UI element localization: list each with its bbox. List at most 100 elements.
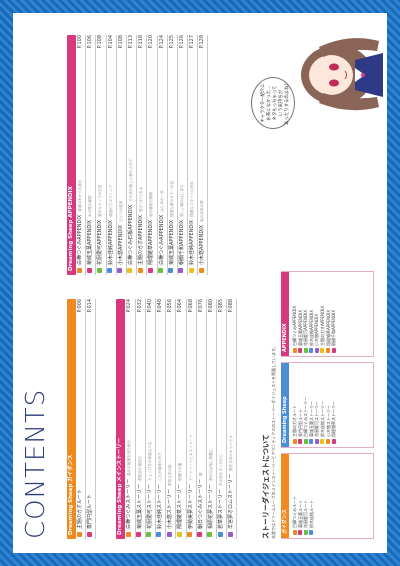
row-marker-icon bbox=[125, 532, 131, 537]
toc-row-subtitle: 偶然のウエディング bbox=[108, 184, 113, 217]
row-marker-icon bbox=[168, 268, 174, 273]
toc-row-label: 主題のガオルート bbox=[77, 488, 83, 529]
toc-row-page: P.080 bbox=[207, 299, 214, 313]
toc-row-label: 翔理雑草APPENDIX bbox=[148, 219, 155, 265]
toc-row: 菊城玉葉APPENDIX 穏健な夏のサマーの話 P.125 bbox=[167, 35, 178, 275]
toc-row: 鈴木佳純APPENDIX 偶然のウエディング P.104 bbox=[106, 35, 117, 275]
toc-row-subtitle: 新しい朝のはじまり bbox=[179, 184, 184, 217]
toc-row-subtitle: 惹きつけられる bbox=[139, 186, 144, 212]
toc-row-page: P.126 bbox=[178, 35, 185, 49]
digest-item-label: 小木悠ストーリー bbox=[325, 405, 331, 437]
toc-row-subtitle: 私の秘密の関係 bbox=[149, 191, 154, 217]
toc-row: 菊城玉葉ストーリー 遊牧民の道続き P.032 bbox=[135, 299, 146, 539]
toc-row-subtitle: はじめの一歩 bbox=[159, 190, 164, 212]
row-marker-icon bbox=[127, 268, 133, 273]
digest-item-marker-icon bbox=[298, 530, 303, 535]
toc-row-page: P.032 bbox=[136, 299, 143, 313]
row-marker-icon bbox=[188, 268, 194, 273]
digest-item-marker-icon bbox=[314, 439, 319, 444]
digest-item-label: 花厨愛可APPENDIX bbox=[303, 309, 309, 346]
digest-item-marker-icon bbox=[320, 439, 325, 444]
digest-item-label: 翔理雑草APPENDIX bbox=[325, 309, 331, 346]
toc-row-label: 主題のガオAPPENDIX bbox=[138, 214, 145, 265]
digest-box: Dreaming Sheep 主題のガオルート 専門円型ルート 白樺つぐみストーリー菊… bbox=[281, 362, 374, 448]
toc-row-page: P.106 bbox=[87, 35, 94, 49]
rotated-content: CONTENTS Dreaming Sheep ガイダンス 主題のガオルート P.… bbox=[13, 13, 387, 553]
digest-item-label: 花厨愛可ルート bbox=[303, 500, 309, 528]
page-title: CONTENTS bbox=[21, 388, 51, 539]
digest-item-marker-icon bbox=[292, 530, 297, 535]
digest-item-label: 花厨愛可ストーリー bbox=[314, 401, 320, 437]
digest-item-label: 主題のガオAPPENDIX bbox=[319, 305, 325, 346]
toc-row-label: 白樺つぐみAPPENDIX bbox=[158, 214, 165, 265]
toc-row: 小木悠ストーリー 夢見る羊の夜 P.056 bbox=[166, 299, 177, 539]
row-marker-icon bbox=[156, 532, 162, 537]
toc-row-label: 翔理雑草ストーリー bbox=[177, 483, 184, 529]
toc-row-subtitle: その先の新しい夢のカタチ bbox=[128, 158, 133, 202]
digest-item-marker-icon bbox=[326, 348, 331, 353]
toc-row-subtitle: 穏健なスタートの別れ bbox=[190, 180, 195, 217]
toc-row-label: 鈴木佳純ストーリー bbox=[156, 483, 163, 529]
toc-row: 朝日つぐみストーリー 夢 P.076 bbox=[196, 299, 207, 539]
row-marker-icon bbox=[86, 532, 92, 537]
row-marker-icon bbox=[96, 268, 102, 273]
digest-item-label: 翔理雑草ストーリー bbox=[331, 401, 337, 437]
toc-row: 小木悠APPENDIX ひとつの結末 P.108 bbox=[116, 35, 127, 275]
row-marker-icon bbox=[147, 268, 153, 273]
toc-row-page: P.124 bbox=[158, 35, 165, 49]
digest-item-marker-icon bbox=[309, 348, 314, 353]
toc-row: 花厨愛可APPENDIX 夏のキャンプのお話 P.108 bbox=[96, 35, 107, 275]
toc-row: 鈴木佳純ストーリー これが運命の行方 P.048 bbox=[155, 299, 167, 539]
digest-item-marker-icon bbox=[298, 439, 303, 444]
row-marker-icon bbox=[176, 532, 182, 537]
digest-item-label: 鈴木佳純ルート bbox=[308, 500, 314, 528]
digest-item-marker-icon bbox=[292, 439, 297, 444]
digest-item-marker-icon bbox=[298, 348, 303, 353]
toc-row-subtitle: 私の未来の夢 bbox=[200, 200, 205, 222]
digest-item-marker-icon bbox=[331, 439, 336, 444]
toc-row-label: 鈴木佳純APPENDIX bbox=[107, 219, 114, 265]
digest-item-marker-icon bbox=[303, 348, 308, 353]
toc-row-subtitle: デートシーンとキスイメージ bbox=[188, 434, 193, 481]
toc-row-label: 小木悠APPENDIX bbox=[199, 224, 206, 265]
toc-row: 白樺つぐみストーリー 森のお姫様を待ち続け P.024 bbox=[125, 299, 136, 539]
toc-row-label: 白樺つぐみAPPENDIX bbox=[77, 214, 83, 265]
digest-box-caption: APPENDIX bbox=[281, 272, 289, 356]
digest-item-label: 菊城玉葉APPENDIX bbox=[297, 309, 303, 346]
toc-row-label: 若草夢ストーリー bbox=[218, 488, 225, 529]
row-marker-icon bbox=[86, 268, 92, 273]
toc-row: 鈴木佳純APPENDIX 穏健なスタートの別れ P.127 bbox=[188, 35, 199, 275]
toc-row: 伊勢美夢ストーリーデートシーンとキスイメージ P.068 bbox=[186, 299, 197, 539]
toc-row: 専門円型ルート P.014 bbox=[86, 299, 97, 539]
digest-item-marker-icon bbox=[309, 439, 314, 444]
toc-row-page: P.014 bbox=[87, 299, 94, 313]
toc-row-page: P.100 bbox=[77, 35, 83, 49]
toc-row: 白樺つぐみ石板APPENDIX その先の新しい夢のカタチ P.113 bbox=[126, 35, 138, 275]
toc-row-label: 花厨愛可ストーリー bbox=[146, 483, 153, 529]
digest-item-marker-icon bbox=[326, 439, 331, 444]
toc-row-page: P.068 bbox=[187, 299, 194, 313]
toc-row: 翔理雑草APPENDIX 私の秘密の関係 P.120 bbox=[147, 35, 158, 275]
toc-row-page: P.125 bbox=[168, 35, 175, 49]
right-column: Dreaming Sheep APPENDIX 白樺つぐみAPPENDIX 普通の… bbox=[67, 35, 209, 275]
toc-row-page: P.064 bbox=[177, 299, 184, 313]
story-digest-boxes: ガイダンス 白樺つぐみルート 菊城玉葉ルート 花厨愛可ルート 鈴木佳純ルート Dreami… bbox=[281, 271, 374, 539]
digest-item-label: 鈴木佳純APPENDIX bbox=[308, 309, 314, 346]
row-marker-icon bbox=[117, 268, 123, 273]
toc-row-page: P.085 bbox=[218, 299, 225, 313]
toc-row-label: 菊城玉葉ストーリー bbox=[136, 483, 143, 529]
toc-row-label: 小木悠ストーリー bbox=[167, 488, 174, 529]
toc-row-subtitle: ひとつの結末 bbox=[118, 200, 123, 222]
digest-item-marker-icon bbox=[331, 348, 336, 353]
digest-item-marker-icon bbox=[314, 348, 319, 353]
digest-item-label: 白樺つぐみAPPENDIX bbox=[292, 305, 297, 346]
digest-item: 翔理雑草ストーリー bbox=[331, 366, 337, 444]
toc-row-subtitle: 遊牧民の道続き bbox=[137, 455, 142, 481]
left-column: Dreaming Sheep ガイダンス 主題のガオルート P.006 専門円型ルー… bbox=[67, 299, 238, 539]
toc-row-subtitle: 夢の中は常に奇麗に bbox=[208, 448, 213, 481]
digest-item-label: 専門円型ルート bbox=[297, 409, 303, 437]
toc-row: 朝顔千和APPENDIX 新しい朝のはじまり P.126 bbox=[177, 35, 189, 275]
toc-row: 菊城玉葉APPENDIX 木の陰の秘密 P.106 bbox=[86, 35, 97, 275]
row-marker-icon bbox=[187, 532, 192, 537]
story-digest-description: 本書ではドリームシープのメインストーリーとアペンディクスのストーリーダイジェスト… bbox=[271, 344, 276, 539]
